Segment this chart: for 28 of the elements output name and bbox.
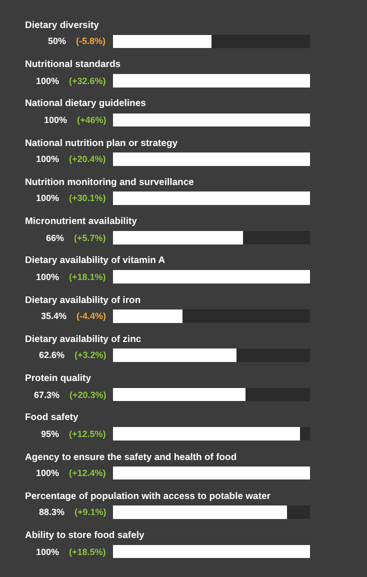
y-tick-label: Ability to store food safely	[25, 530, 146, 541]
y-tick-label: Dietary availability of zinc	[25, 334, 142, 345]
data-label: 100% (+30.1%)	[36, 193, 106, 203]
y-tick-label: Nutrition monitoring and surveillance	[25, 177, 194, 188]
data-label: 88.3% (+9.1%)	[39, 507, 106, 517]
y-tick-label: Nutritional standards	[25, 59, 121, 70]
data-label: 100% (+12.4%)	[36, 468, 106, 478]
y-tick-label: Dietary availability of vitamin A	[25, 255, 166, 266]
data-label: 100% (+20.4%)	[36, 154, 106, 164]
data-label: 50% (-5.8%)	[48, 36, 106, 46]
y-tick-label: Dietary availability of iron	[25, 295, 141, 306]
y-tick-label: Micronutrient availability	[25, 216, 138, 227]
y-tick-label: Protein quality	[25, 373, 92, 384]
y-tick-label: Agency to ensure the safety and health of food	[25, 452, 237, 463]
data-label: 100% (+46%)	[44, 115, 106, 125]
data-label: 35.4% (-4.4%)	[41, 311, 106, 321]
y-tick-label: Percentage of population with access to potable water	[25, 491, 271, 502]
data-label: 67.3% (+20.3%)	[34, 390, 106, 400]
y-tick-label: National nutrition plan or strategy	[25, 138, 178, 149]
data-label: 66% (+5.7%)	[46, 233, 106, 243]
y-tick-label: Dietary diversity	[25, 20, 100, 31]
data-label: 100% (+18.1%)	[36, 272, 106, 282]
data-label: 62.6% (+3.2%)	[39, 350, 106, 360]
data-label: 95% (+12.5%)	[41, 429, 106, 439]
y-tick-label: National dietary guidelines	[25, 98, 146, 109]
data-label: 100% (+18.5%)	[36, 547, 106, 557]
y-tick-label: Food safety	[25, 412, 80, 423]
data-label: 100% (+32.6%)	[36, 76, 106, 86]
